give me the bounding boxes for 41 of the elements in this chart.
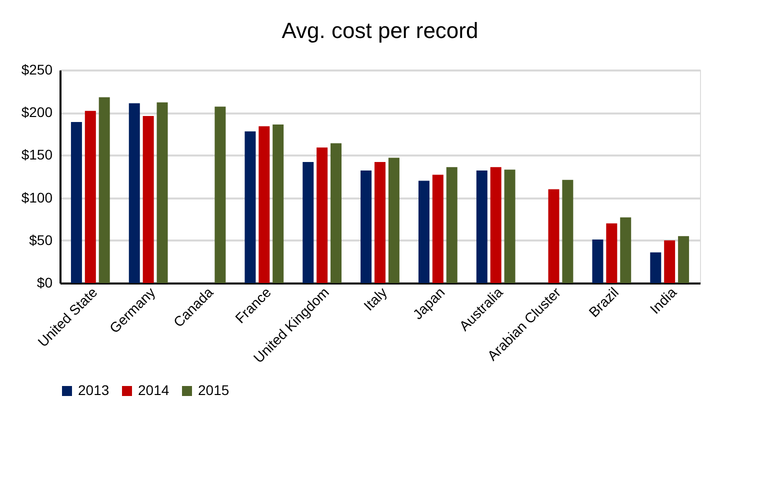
bar bbox=[84, 110, 96, 283]
bar bbox=[620, 217, 632, 283]
bar bbox=[504, 170, 516, 283]
bar bbox=[592, 240, 604, 283]
bar bbox=[258, 126, 270, 283]
bar bbox=[374, 162, 386, 283]
bar bbox=[476, 170, 488, 283]
bar bbox=[142, 116, 154, 283]
bar bbox=[446, 167, 458, 283]
bar bbox=[302, 162, 314, 283]
bar bbox=[244, 131, 256, 283]
bar bbox=[360, 170, 372, 283]
y-tick-label: $150 bbox=[21, 146, 53, 163]
bar bbox=[330, 143, 342, 283]
bar bbox=[316, 148, 328, 283]
y-tick-label: $0 bbox=[36, 274, 53, 290]
bar bbox=[156, 102, 168, 283]
bar bbox=[432, 174, 444, 283]
chart-title: Avg. cost per record bbox=[282, 18, 478, 43]
y-tick-label: $50 bbox=[29, 232, 53, 248]
bar bbox=[678, 236, 690, 283]
bar bbox=[418, 180, 430, 283]
bar bbox=[70, 122, 82, 283]
bar bbox=[214, 106, 226, 283]
bar bbox=[664, 240, 676, 283]
bar bbox=[548, 189, 560, 283]
bar bbox=[272, 124, 284, 283]
bar bbox=[388, 158, 400, 283]
bar bbox=[128, 103, 140, 283]
legend-label: 2014 bbox=[138, 382, 170, 398]
y-tick-label: $100 bbox=[21, 189, 53, 206]
legend-label: 2015 bbox=[198, 382, 230, 398]
x-tick-label: Italy bbox=[360, 284, 390, 314]
bar bbox=[650, 252, 662, 283]
bar bbox=[98, 97, 110, 283]
legend-label: 2013 bbox=[78, 382, 110, 398]
bar bbox=[490, 167, 502, 283]
y-tick-label: $250 bbox=[21, 62, 53, 78]
y-tick-label: $200 bbox=[21, 104, 53, 120]
bar bbox=[606, 223, 618, 283]
bar bbox=[562, 180, 574, 283]
